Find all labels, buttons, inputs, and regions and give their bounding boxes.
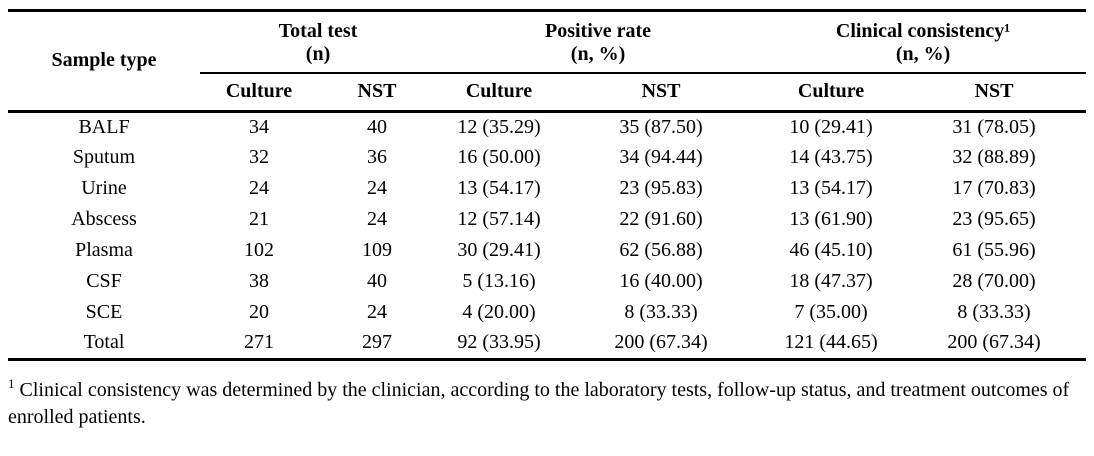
value-cell: 4 (20.00) bbox=[462, 301, 536, 323]
table-row-sputum: Sputum 32 36 16 (50.00) 34 (94.44) 14 (4… bbox=[8, 142, 1086, 173]
table-row-plasma: Plasma 102 109 30 (29.41) 62 (56.88) 46 … bbox=[8, 235, 1086, 266]
value-cell: 5 (13.16) bbox=[462, 270, 536, 292]
table-row-balf: BALF 34 40 12 (35.29) 35 (87.50) 10 (29.… bbox=[8, 111, 1086, 142]
positive-rate-nst-header: NST bbox=[641, 80, 681, 103]
table-row-urine: Urine 24 24 13 (54.17) 23 (95.83) 13 (54… bbox=[8, 173, 1086, 204]
value-cell: 200 (67.34) bbox=[947, 331, 1041, 354]
value-cell: 24 bbox=[367, 177, 387, 199]
clinical-consistency-nst-header: NST bbox=[974, 80, 1014, 103]
value-cell: 30 (29.41) bbox=[457, 239, 541, 261]
table-row-abscess: Abscess 21 24 12 (57.14) 22 (91.60) 13 (… bbox=[8, 204, 1086, 235]
footnote-text: Clinical consistency was determined by t… bbox=[8, 378, 1070, 428]
results-table: Sample type Total test (n) Positive rate… bbox=[8, 9, 1087, 361]
value-cell: 12 (35.29) bbox=[457, 115, 541, 138]
value-cell: 16 (40.00) bbox=[619, 270, 703, 292]
value-cell: 13 (54.17) bbox=[789, 177, 873, 199]
value-cell: 40 bbox=[367, 270, 387, 292]
total-test-group-header: Total test (n) bbox=[200, 10, 437, 74]
value-cell: 35 (87.50) bbox=[619, 115, 703, 138]
value-cell: 40 bbox=[367, 115, 387, 138]
sample-type-column-header: Sample type bbox=[51, 49, 157, 72]
value-cell: 18 (47.37) bbox=[789, 270, 873, 292]
positive-rate-group-header: Positive rate (n, %) bbox=[436, 10, 761, 74]
value-cell: 36 bbox=[367, 146, 387, 168]
clinical-consistency-culture-header: Culture bbox=[797, 80, 865, 103]
clinical-consistency-group-header: Clinical consistency¹ (n, %) bbox=[760, 10, 1087, 74]
sample-type-cell: BALF bbox=[78, 115, 130, 138]
value-cell: 38 bbox=[249, 270, 269, 292]
table-header: Sample type Total test (n) Positive rate… bbox=[8, 10, 1087, 111]
sample-type-cell: Total bbox=[83, 331, 125, 354]
value-cell: 23 (95.65) bbox=[952, 208, 1036, 230]
value-cell: 8 (33.33) bbox=[957, 301, 1031, 323]
value-cell: 31 (78.05) bbox=[952, 115, 1036, 138]
value-cell: 13 (61.90) bbox=[789, 208, 873, 230]
paper-table-page: Sample type Total test (n) Positive rate… bbox=[0, 9, 1094, 456]
value-cell: 24 bbox=[367, 301, 387, 323]
sample-type-cell: Sputum bbox=[72, 146, 136, 168]
value-cell: 24 bbox=[249, 177, 269, 199]
value-cell: 34 (94.44) bbox=[619, 146, 703, 168]
value-cell: 32 bbox=[249, 146, 269, 168]
value-cell: 20 bbox=[249, 301, 269, 323]
table-row-total: Total 271 297 92 (33.95) 200 (67.34) 121… bbox=[8, 328, 1086, 359]
value-cell: 13 (54.17) bbox=[457, 177, 541, 199]
table-row-csf: CSF 38 40 5 (13.16) 16 (40.00) 18 (47.37… bbox=[8, 266, 1086, 297]
value-cell: 8 (33.33) bbox=[624, 301, 698, 323]
total-test-group-header-line1: Total test bbox=[278, 20, 358, 42]
value-cell: 46 (45.10) bbox=[789, 239, 873, 261]
sample-type-cell: SCE bbox=[85, 301, 123, 323]
value-cell: 32 (88.89) bbox=[952, 146, 1036, 168]
value-cell: 17 (70.83) bbox=[952, 177, 1036, 199]
clinical-consistency-group-header-line2: (n, %) bbox=[895, 43, 951, 65]
value-cell: 28 (70.00) bbox=[952, 270, 1036, 292]
table-footnote: 1 Clinical consistency was determined by … bbox=[8, 377, 1072, 431]
value-cell: 92 (33.95) bbox=[457, 331, 541, 354]
value-cell: 102 bbox=[244, 239, 274, 261]
value-cell: 23 (95.83) bbox=[619, 177, 703, 199]
sample-type-cell: Plasma bbox=[75, 239, 133, 261]
value-cell: 7 (35.00) bbox=[794, 301, 868, 323]
total-test-group-header-line2: (n) bbox=[305, 43, 331, 65]
table-body: BALF 34 40 12 (35.29) 35 (87.50) 10 (29.… bbox=[8, 111, 1086, 359]
total-test-culture-header: Culture bbox=[225, 80, 293, 103]
clinical-consistency-group-header-line1: Clinical consistency¹ bbox=[835, 20, 1011, 42]
value-cell: 10 (29.41) bbox=[789, 115, 873, 138]
value-cell: 22 (91.60) bbox=[619, 208, 703, 230]
value-cell: 24 bbox=[367, 208, 387, 230]
sub-header-row: Culture NST Culture NST Culture NST bbox=[8, 73, 1086, 111]
positive-rate-group-header-line1: Positive rate bbox=[544, 20, 652, 42]
sample-type-cell: CSF bbox=[86, 270, 122, 292]
total-test-nst-header: NST bbox=[357, 80, 397, 103]
value-cell: 34 bbox=[249, 115, 269, 138]
footnote-marker: 1 bbox=[8, 375, 15, 391]
table-row-sce: SCE 20 24 4 (20.00) 8 (33.33) 7 (35.00) … bbox=[8, 297, 1086, 328]
value-cell: 61 (55.96) bbox=[952, 239, 1036, 261]
value-cell: 21 bbox=[249, 208, 269, 230]
value-cell: 297 bbox=[362, 331, 392, 354]
value-cell: 14 (43.75) bbox=[789, 146, 873, 168]
value-cell: 62 (56.88) bbox=[619, 239, 703, 261]
positive-rate-group-header-line2: (n, %) bbox=[570, 43, 626, 65]
value-cell: 16 (50.00) bbox=[457, 146, 541, 168]
sample-type-cell: Urine bbox=[81, 177, 127, 199]
value-cell: 121 (44.65) bbox=[784, 331, 878, 354]
sample-type-cell: Abscess bbox=[71, 208, 137, 230]
group-header-row: Sample type Total test (n) Positive rate… bbox=[8, 10, 1087, 74]
value-cell: 200 (67.34) bbox=[614, 331, 708, 354]
value-cell: 271 bbox=[244, 331, 274, 354]
value-cell: 12 (57.14) bbox=[457, 208, 541, 230]
value-cell: 109 bbox=[362, 239, 392, 261]
positive-rate-culture-header: Culture bbox=[465, 80, 533, 103]
